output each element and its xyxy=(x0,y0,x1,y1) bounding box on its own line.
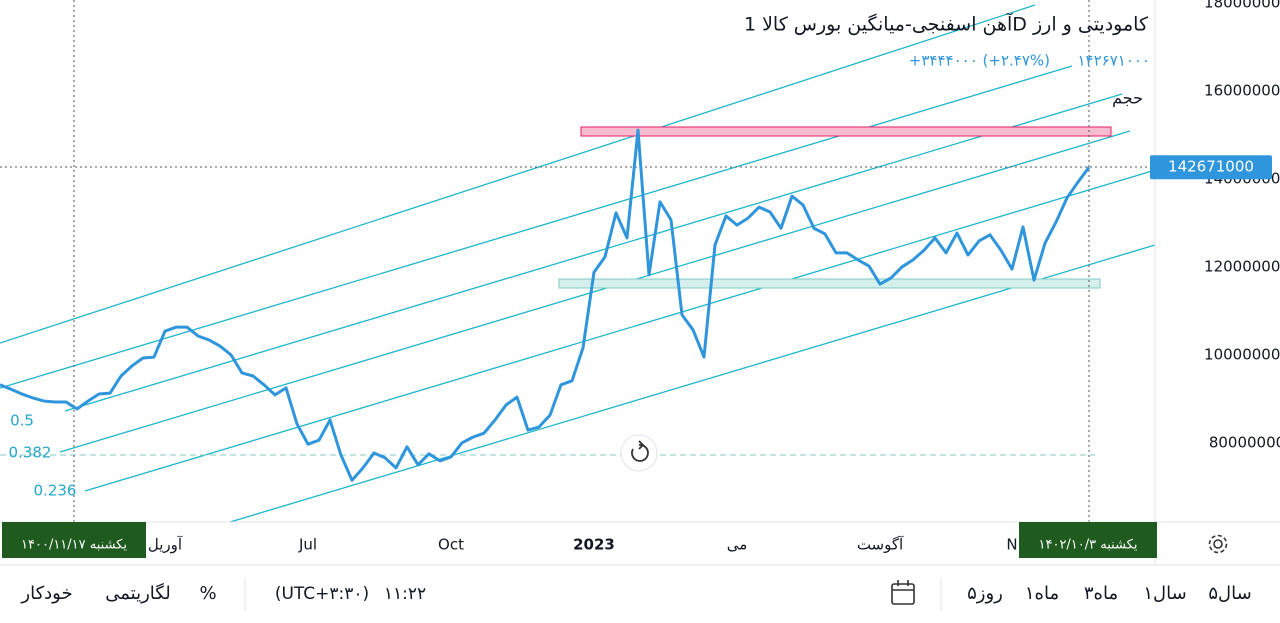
fib-channel xyxy=(0,4,1156,523)
last-price: ۱۴۲۶۷۱۰۰۰ xyxy=(1077,52,1150,70)
plot xyxy=(0,128,1091,482)
price-change: +۳۴۴۴۰۰۰ (+۲.۴۷%) xyxy=(909,52,1050,70)
range-button[interactable]: ۱ماه xyxy=(1025,583,1059,604)
x-tick-label: آوریل xyxy=(148,536,183,554)
clock: ۱۱:۲۲ xyxy=(384,584,426,604)
price-tag-label: 142671000 xyxy=(1168,158,1254,176)
settings-button[interactable] xyxy=(1208,534,1228,554)
crosshair-date-box xyxy=(1019,522,1157,558)
auto-toggle[interactable]: خودکار xyxy=(20,583,72,604)
crosshair-date: یکشنبه ۱۴۰۲/۱۰/۳ xyxy=(1039,538,1138,553)
y-tick-label: 120000000 xyxy=(1204,257,1280,275)
x-tick-label: آگوست xyxy=(857,536,904,554)
toolbar: ۵سال ۱سال ۳ماه ۱ماه ۵روز ۱۱:۲۲ (UTC+۳:۳۰… xyxy=(20,578,1252,610)
range-button[interactable]: ۵روز xyxy=(967,583,1003,604)
date-range-button[interactable] xyxy=(891,580,915,605)
fib-label: 0.382 xyxy=(9,444,52,462)
crosshair-date: یکشنبه ۱۴۰۰/۱۱/۱۷ xyxy=(21,538,127,553)
y-tick-label: 100000000 xyxy=(1204,345,1280,363)
price-tag xyxy=(1150,155,1272,180)
chart-title: آهن اسفنجی-میانگین بورس کالا 1D کامودیتی… xyxy=(744,12,1149,36)
support-zone xyxy=(558,278,1101,289)
x-tick-label: Oct xyxy=(438,536,464,554)
log-toggle[interactable]: لگاریتمی xyxy=(105,582,170,604)
fib-label: 0.5 xyxy=(10,412,34,430)
axes: 8000000010000000012000000014000000016000… xyxy=(148,0,1280,554)
timezone[interactable]: (UTC+۳:۳۰) xyxy=(275,584,369,604)
volume-label: حجم xyxy=(1112,89,1143,108)
price-line xyxy=(0,128,1091,482)
percent-toggle[interactable]: % xyxy=(199,583,216,604)
x-tick-label: 2023 xyxy=(573,536,615,554)
reset-button[interactable] xyxy=(620,434,658,472)
y-tick-label: 80000000 xyxy=(1209,433,1280,451)
y-tick-label: 180000000 xyxy=(1204,0,1280,12)
y-tick-label: 160000000 xyxy=(1204,82,1280,100)
range-button[interactable]: ۱سال xyxy=(1143,583,1186,604)
x-tick-label: Jul xyxy=(298,536,317,554)
range-button[interactable]: ۳ماه xyxy=(1084,583,1118,604)
range-button[interactable]: ۵سال xyxy=(1208,583,1251,604)
crosshair-date-box xyxy=(2,522,146,558)
x-tick-label: N xyxy=(1006,536,1017,554)
x-tick-label: می xyxy=(727,536,748,554)
resistance-zone xyxy=(580,126,1112,137)
fib-label: 0.236 xyxy=(34,482,77,500)
